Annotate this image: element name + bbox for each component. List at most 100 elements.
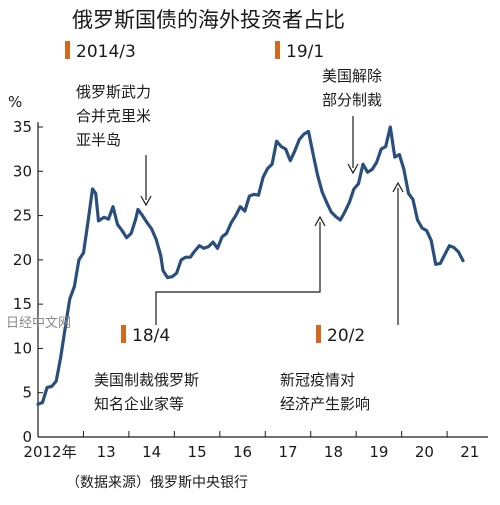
data-point bbox=[73, 285, 76, 288]
data-point bbox=[425, 229, 428, 232]
event-marker-20-2 bbox=[316, 325, 321, 343]
data-point bbox=[289, 159, 292, 162]
data-point bbox=[284, 148, 287, 150]
data-point bbox=[262, 176, 264, 179]
data-point bbox=[253, 193, 255, 196]
axes bbox=[37, 122, 488, 438]
data-point bbox=[155, 238, 157, 241]
data-point bbox=[184, 256, 187, 259]
event-note-2014-3-line2: 合并克里米 bbox=[76, 107, 151, 125]
data-point bbox=[198, 244, 201, 247]
y-tick-label-0: 0 bbox=[22, 428, 32, 446]
data-point bbox=[137, 208, 139, 211]
y-tick-label-4: 20 bbox=[13, 251, 32, 269]
data-point bbox=[130, 232, 132, 235]
data-point bbox=[312, 152, 314, 155]
data-point bbox=[366, 171, 369, 173]
data-point bbox=[348, 201, 351, 204]
data-point bbox=[325, 201, 328, 204]
data-point bbox=[275, 140, 278, 142]
data-point bbox=[121, 229, 123, 232]
data-point bbox=[380, 148, 383, 150]
data-point bbox=[421, 227, 423, 229]
data-point bbox=[298, 138, 301, 141]
data-point bbox=[462, 259, 464, 262]
x-tick-label-2: 14 bbox=[142, 443, 161, 461]
x-tick-label-0: 2012年 bbox=[23, 443, 76, 461]
data-point bbox=[403, 168, 405, 171]
data-point bbox=[339, 219, 342, 221]
data-point bbox=[146, 221, 148, 224]
data-point bbox=[194, 250, 196, 252]
data-point bbox=[64, 326, 67, 329]
data-point bbox=[180, 259, 182, 261]
data-point bbox=[171, 275, 173, 278]
event-date-18-4: 18/4 bbox=[132, 326, 170, 346]
data-point bbox=[221, 236, 223, 238]
data-point bbox=[344, 211, 346, 213]
data-point bbox=[257, 194, 260, 196]
event-note-2014-3-line1: 俄罗斯武力 bbox=[76, 83, 151, 101]
data-point bbox=[434, 263, 437, 266]
data-point bbox=[216, 247, 219, 250]
data-point bbox=[316, 174, 319, 176]
data-point bbox=[407, 192, 410, 195]
data-point bbox=[78, 259, 80, 261]
event-note-18-4-line2: 知名企业家等 bbox=[94, 395, 184, 413]
watermark: 日经中文网 bbox=[6, 316, 71, 331]
data-point bbox=[37, 403, 39, 406]
data-point bbox=[303, 133, 305, 135]
data-point bbox=[271, 163, 273, 165]
data-point bbox=[444, 253, 446, 256]
y-tick-label-5: 25 bbox=[13, 207, 32, 225]
data-point bbox=[159, 254, 162, 257]
data-point bbox=[94, 192, 97, 195]
event-marker-19-1 bbox=[275, 41, 280, 59]
series-line-0 bbox=[36, 125, 465, 406]
data-point bbox=[141, 214, 144, 217]
data-point bbox=[239, 205, 242, 208]
data-point bbox=[87, 221, 89, 223]
data-point bbox=[244, 210, 246, 212]
x-tick-label-1: 13 bbox=[97, 443, 116, 461]
data-point bbox=[307, 130, 310, 133]
series-layer bbox=[36, 125, 465, 406]
data-point bbox=[357, 182, 360, 185]
data-point bbox=[162, 269, 164, 272]
data-point bbox=[91, 188, 94, 190]
data-point bbox=[266, 167, 269, 170]
data-point bbox=[453, 246, 455, 249]
chart-title: 俄罗斯国债的海外投资者占比 bbox=[72, 8, 345, 32]
x-tick-label-4: 16 bbox=[233, 443, 252, 461]
y-tick-label-2: 10 bbox=[13, 339, 32, 357]
event-note-18-4-line1: 美国制裁俄罗斯 bbox=[94, 371, 199, 389]
data-point bbox=[134, 218, 137, 220]
event-arrowhead-19-1 bbox=[347, 163, 359, 175]
data-point bbox=[212, 241, 214, 243]
x-tick-label-9: 21 bbox=[460, 443, 479, 461]
data-point bbox=[41, 401, 44, 404]
data-point bbox=[330, 211, 333, 213]
annotation-2014-3: 2014/3 俄罗斯武力 合并克里米 亚半岛 bbox=[65, 41, 152, 207]
data-point bbox=[175, 272, 178, 274]
data-point bbox=[389, 126, 392, 128]
data-point bbox=[230, 221, 232, 224]
data-point bbox=[280, 145, 283, 148]
data-point bbox=[55, 380, 57, 383]
data-point bbox=[69, 298, 71, 300]
data-point bbox=[189, 256, 192, 259]
data-point bbox=[371, 168, 373, 171]
data-point bbox=[439, 262, 442, 265]
data-point bbox=[59, 356, 62, 359]
event-arrowhead-2014-3 bbox=[140, 195, 152, 207]
event-marker-18-4 bbox=[121, 325, 126, 343]
event-date-19-1: 19/1 bbox=[286, 42, 324, 62]
event-connector-18-4 bbox=[155, 222, 321, 325]
data-point bbox=[166, 276, 169, 279]
data-point bbox=[107, 218, 110, 220]
event-note-2014-3-line3: 亚半岛 bbox=[76, 131, 121, 149]
x-tick-label-5: 17 bbox=[278, 443, 297, 461]
event-note-19-1-line1: 美国解除 bbox=[322, 67, 382, 85]
data-point bbox=[103, 216, 105, 219]
data-point bbox=[225, 232, 228, 235]
